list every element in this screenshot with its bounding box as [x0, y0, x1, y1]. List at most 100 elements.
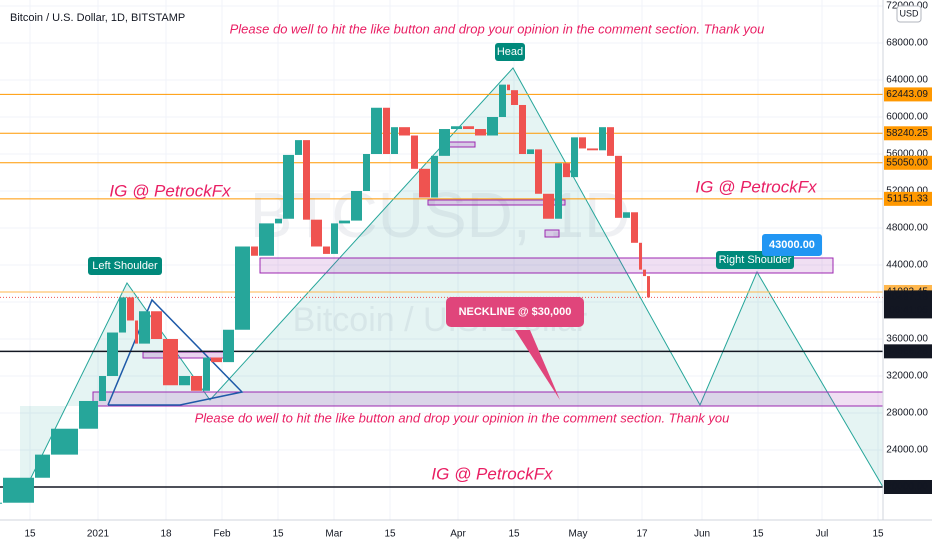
- candle: [607, 127, 614, 156]
- x-tick-label: Feb: [213, 529, 231, 540]
- candle: [135, 320, 138, 344]
- candle: [507, 84, 510, 91]
- candle: [211, 357, 222, 363]
- ig-label: IG @ PetrockFx: [431, 464, 553, 483]
- y-tick-label: 32000.00: [886, 371, 928, 382]
- x-tick-label: 15: [24, 529, 36, 540]
- zone: [259, 257, 834, 274]
- candle: [3, 477, 34, 503]
- x-tick-label: 15: [384, 529, 396, 540]
- level-label: 58240.25: [886, 128, 928, 139]
- y-tick-label: 44000.00: [886, 260, 928, 271]
- candle: [351, 191, 362, 221]
- candle: [579, 137, 586, 149]
- zone: [142, 351, 231, 359]
- candle: [0, 502, 2, 504]
- candle: [339, 220, 350, 224]
- candle: [535, 149, 542, 194]
- candle: [463, 126, 474, 130]
- y-tick-label: 60000.00: [886, 112, 928, 123]
- candle: [519, 104, 526, 155]
- candle: [151, 311, 162, 339]
- candle: [555, 163, 562, 219]
- candle: [163, 338, 178, 386]
- candle: [311, 219, 322, 247]
- y-tick-label: 68000.00: [886, 38, 928, 49]
- candle: [259, 223, 274, 256]
- callout-pointer: [515, 330, 560, 400]
- candle: [203, 357, 210, 391]
- candle: [631, 212, 638, 243]
- y-tick-label: 56000.00: [886, 149, 928, 160]
- level-label: 55050.00: [886, 157, 928, 168]
- candle: [191, 375, 202, 391]
- x-tick-label: Jun: [694, 529, 710, 540]
- candle: [35, 454, 50, 478]
- candle: [107, 332, 118, 376]
- level-label: 20000.00: [886, 482, 928, 493]
- y-tick-label: 36000.00: [886, 334, 928, 345]
- candle: [99, 375, 106, 401]
- candle: [303, 140, 310, 220]
- level-tag: [884, 344, 932, 359]
- level-tag: [884, 479, 932, 494]
- candle: [419, 168, 430, 198]
- candle: [283, 154, 294, 219]
- zone: [544, 229, 560, 238]
- candle: [643, 269, 646, 277]
- candle: [647, 276, 650, 298]
- level-tag: [884, 191, 932, 206]
- candle: [235, 246, 250, 330]
- candle: [139, 311, 150, 344]
- candle: [363, 154, 370, 192]
- candle: [399, 127, 410, 136]
- x-tick-label: 15: [272, 529, 284, 540]
- candle: [587, 148, 598, 151]
- x-tick-label: 15: [872, 529, 884, 540]
- candle: [251, 246, 258, 256]
- neckline-label: NECKLINE @ $30,000: [459, 306, 572, 318]
- candle: [223, 329, 234, 363]
- message: Please do well to hit the like button an…: [230, 21, 765, 36]
- candle: [499, 84, 506, 118]
- level-label: 51151.33: [887, 193, 928, 204]
- message: Please do well to hit the like button an…: [195, 410, 730, 425]
- neckline-tag: [446, 297, 584, 327]
- candle: [179, 375, 190, 386]
- candle: [295, 140, 302, 155]
- candle: [431, 155, 438, 198]
- y-tick-label: 48000.00: [886, 223, 928, 234]
- ig-label: IG @ PetrockFx: [695, 177, 817, 196]
- candle: [439, 129, 450, 156]
- candle: [275, 218, 282, 224]
- last-price-tag: [884, 290, 932, 319]
- candle: [527, 149, 534, 155]
- candle: [571, 137, 578, 178]
- countdown: 06:41:05: [889, 305, 928, 316]
- head-tag: [495, 43, 525, 61]
- y-tick-label: 24000.00: [886, 445, 928, 456]
- last-price-label: 40497.19: [886, 292, 928, 303]
- candle: [599, 127, 606, 151]
- level-label: 62443.09: [886, 89, 928, 100]
- pattern-line: [19, 67, 884, 501]
- y-tick-label: 28000.00: [886, 408, 928, 419]
- x-tick-label: 17: [636, 529, 648, 540]
- candle: [383, 107, 390, 155]
- y-tick-label: 52000.00: [886, 186, 928, 197]
- candle: [615, 155, 622, 218]
- candle: [331, 223, 338, 254]
- x-tick-label: May: [569, 529, 588, 540]
- candles: [0, 84, 650, 504]
- level-tag: [884, 155, 932, 170]
- x-tick-label: 15: [508, 529, 520, 540]
- zone: [427, 199, 566, 206]
- candle: [119, 297, 126, 333]
- candle: [371, 107, 382, 155]
- target-label: 43000.00: [769, 239, 815, 251]
- candle: [623, 212, 630, 218]
- candle: [391, 127, 398, 155]
- level-tag: [884, 87, 932, 102]
- head-label: Head: [497, 46, 523, 58]
- x-tick-label: Mar: [325, 529, 343, 540]
